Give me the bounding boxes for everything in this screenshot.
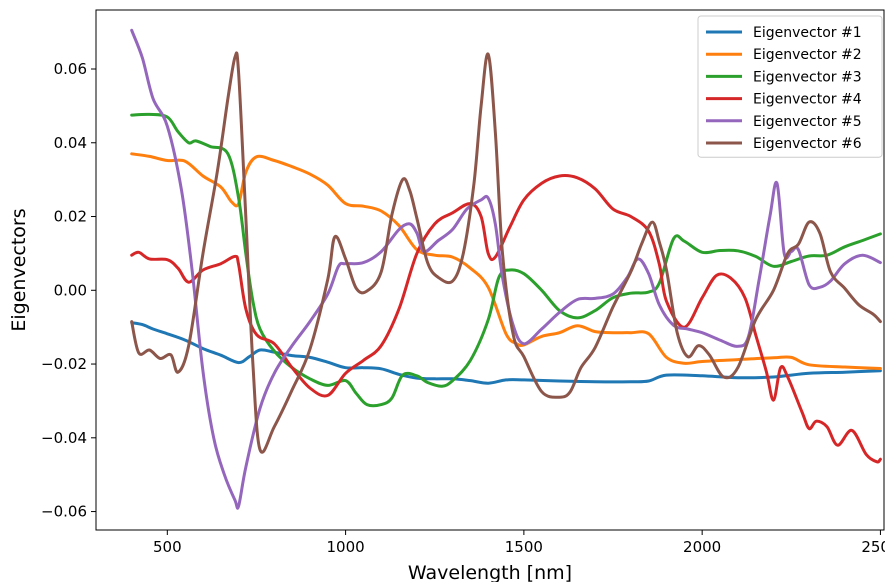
y-tick-label: 0.04 (54, 134, 87, 152)
series-line-eigenvector-4 (130, 174, 882, 464)
legend-label: Eigenvector #3 (753, 69, 862, 85)
series-lines (130, 28, 882, 510)
x-tick-label: 1500 (505, 538, 543, 556)
y-tick-label: 0.00 (54, 281, 87, 299)
x-tick-label: 1000 (326, 538, 364, 556)
y-axis: −0.06 −0.04 −0.02 0.00 0.02 0.04 0.06 (41, 60, 96, 521)
legend-label: Eigenvector #2 (753, 47, 862, 63)
x-tick-label: 2000 (683, 538, 721, 556)
legend-label: Eigenvector #1 (753, 25, 862, 41)
legend: Eigenvector #1 Eigenvector #2 Eigenvector … (697, 15, 883, 158)
x-axis-label: Wavelength [nm] (408, 562, 572, 582)
y-tick-label: 0.06 (54, 60, 87, 78)
series-line-eigenvector-5 (130, 28, 882, 510)
y-tick-label: −0.06 (41, 503, 87, 521)
y-tick-label: 0.02 (54, 208, 87, 226)
x-axis: 500 1000 1500 2000 2500 (153, 530, 885, 556)
y-axis-label: Eigenvectors (8, 208, 30, 331)
legend-label: Eigenvector #4 (753, 92, 862, 108)
legend-label: Eigenvector #5 (753, 114, 862, 130)
plot-frame (95, 9, 885, 531)
y-tick-label: −0.04 (41, 429, 87, 447)
x-tick-label: 2500 (861, 538, 885, 556)
series-line-eigenvector-1 (130, 321, 882, 385)
x-tick-label: 500 (153, 538, 182, 556)
series-line-eigenvector-6 (130, 51, 882, 454)
series-line-eigenvector-3 (130, 112, 882, 408)
y-tick-label: −0.02 (41, 355, 87, 373)
legend-label: Eigenvector #6 (753, 136, 862, 152)
legend-box (697, 15, 883, 158)
